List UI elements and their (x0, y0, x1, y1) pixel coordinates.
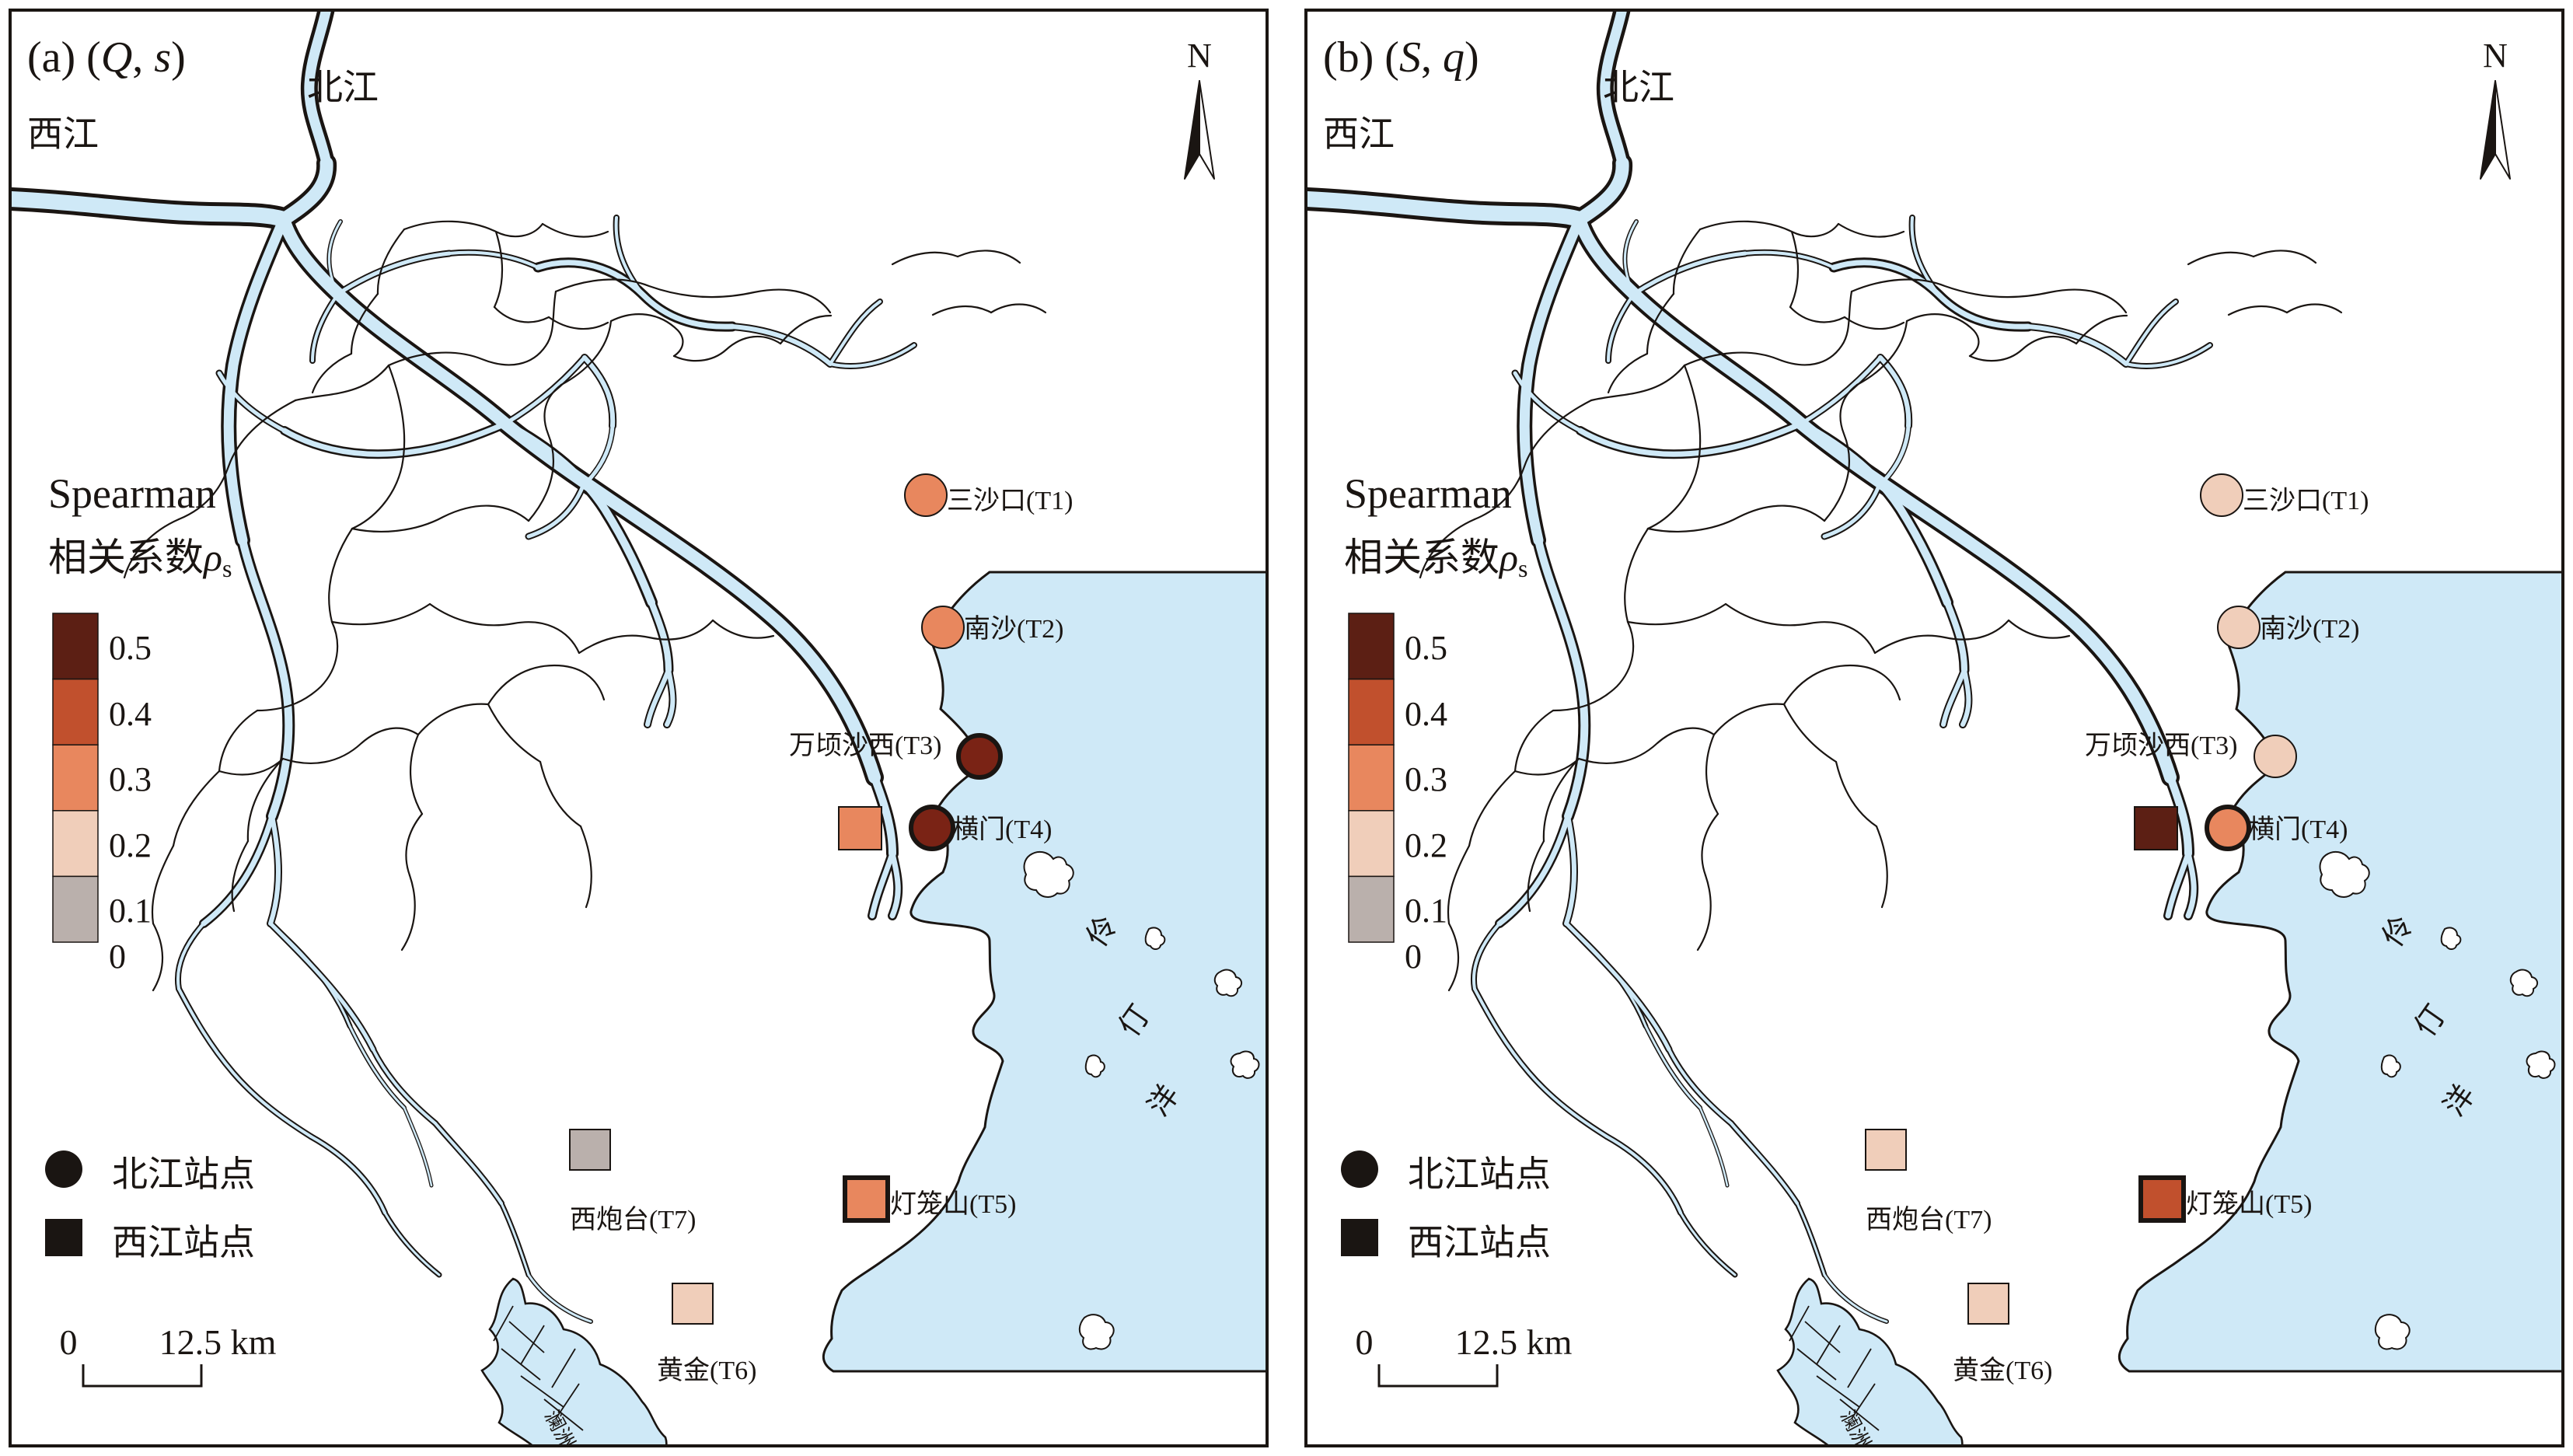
svg-text:0: 0 (60, 1322, 78, 1362)
svg-text:N: N (2483, 37, 2508, 75)
svg-text:12.5 km: 12.5 km (159, 1322, 277, 1362)
svg-text:北江站点: 北江站点 (112, 1154, 255, 1194)
svg-text:西江: 西江 (27, 114, 99, 154)
svg-text:黄金(T6): 黄金(T6) (657, 1356, 756, 1385)
svg-text:0.2: 0.2 (1405, 826, 1447, 864)
svg-text:横门(T4): 横门(T4) (952, 815, 1052, 844)
svg-text:N: N (1187, 37, 1212, 75)
svg-text:西炮台(T7): 西炮台(T7) (570, 1205, 696, 1234)
svg-text:Spearman: Spearman (1344, 470, 1512, 517)
svg-text:黄金(T6): 黄金(T6) (1953, 1356, 2052, 1385)
svg-text:Spearman: Spearman (48, 470, 216, 517)
svg-text:西江: 西江 (1323, 114, 1395, 154)
svg-text:北江: 北江 (1603, 68, 1674, 107)
svg-text:北江: 北江 (307, 68, 379, 107)
svg-text:12.5 km: 12.5 km (1455, 1322, 1573, 1362)
svg-text:0: 0 (109, 937, 126, 976)
svg-text:北江站点: 北江站点 (1408, 1154, 1551, 1194)
svg-text:万顷沙西(T3): 万顷沙西(T3) (789, 731, 941, 760)
svg-text:南沙(T2): 南沙(T2) (964, 614, 1063, 644)
svg-text:0.5: 0.5 (1405, 629, 1447, 667)
svg-text:(b) (S, q): (b) (S, q) (1323, 33, 1479, 82)
svg-text:横门(T4): 横门(T4) (2248, 815, 2348, 844)
svg-text:0.1: 0.1 (1405, 892, 1447, 930)
svg-text:(a) (Q, s): (a) (Q, s) (27, 33, 186, 82)
svg-text:0.3: 0.3 (1405, 760, 1447, 798)
svg-text:相关系数ρs: 相关系数ρs (1344, 536, 1527, 582)
svg-text:西江站点: 西江站点 (112, 1223, 255, 1262)
svg-text:0.4: 0.4 (1405, 695, 1447, 733)
svg-text:三沙口(T1): 三沙口(T1) (2243, 487, 2369, 515)
svg-text:0.3: 0.3 (109, 760, 152, 798)
svg-text:0.2: 0.2 (109, 826, 152, 864)
svg-text:三沙口(T1): 三沙口(T1) (947, 487, 1073, 515)
svg-text:万顷沙西(T3): 万顷沙西(T3) (2085, 731, 2237, 760)
svg-text:灯笼山(T5): 灯笼山(T5) (2186, 1189, 2312, 1219)
svg-text:南沙(T2): 南沙(T2) (2260, 614, 2359, 644)
svg-text:0: 0 (1405, 937, 1422, 976)
svg-text:0: 0 (1356, 1322, 1374, 1362)
svg-text:西炮台(T7): 西炮台(T7) (1866, 1205, 1992, 1234)
svg-text:相关系数ρs: 相关系数ρs (48, 536, 232, 582)
svg-text:灯笼山(T5): 灯笼山(T5) (890, 1189, 1016, 1219)
svg-text:西江站点: 西江站点 (1408, 1223, 1551, 1262)
svg-text:0.4: 0.4 (109, 695, 152, 733)
svg-text:0.5: 0.5 (109, 629, 152, 667)
svg-text:0.1: 0.1 (109, 892, 152, 930)
